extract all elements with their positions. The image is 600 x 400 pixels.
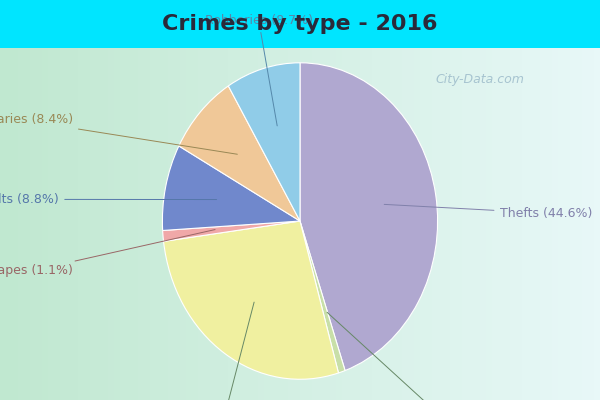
Text: Rapes (1.1%): Rapes (1.1%) [0, 230, 215, 278]
Wedge shape [163, 146, 300, 230]
Text: Crimes by type - 2016: Crimes by type - 2016 [162, 14, 438, 34]
Text: Auto thefts (27.4%): Auto thefts (27.4%) [163, 302, 286, 400]
Wedge shape [179, 86, 300, 221]
Wedge shape [164, 221, 338, 379]
Text: Burglaries (8.4%): Burglaries (8.4%) [0, 113, 238, 154]
Wedge shape [163, 221, 300, 241]
Text: Arson (0.8%): Arson (0.8%) [327, 312, 478, 400]
Wedge shape [229, 63, 300, 221]
Wedge shape [300, 63, 437, 370]
Text: City-Data.com: City-Data.com [436, 74, 524, 86]
Text: Assaults (8.8%): Assaults (8.8%) [0, 193, 217, 206]
Wedge shape [300, 221, 345, 373]
Text: Thefts (44.6%): Thefts (44.6%) [384, 204, 592, 220]
Text: Robberies (8.7%): Robberies (8.7%) [205, 14, 313, 126]
